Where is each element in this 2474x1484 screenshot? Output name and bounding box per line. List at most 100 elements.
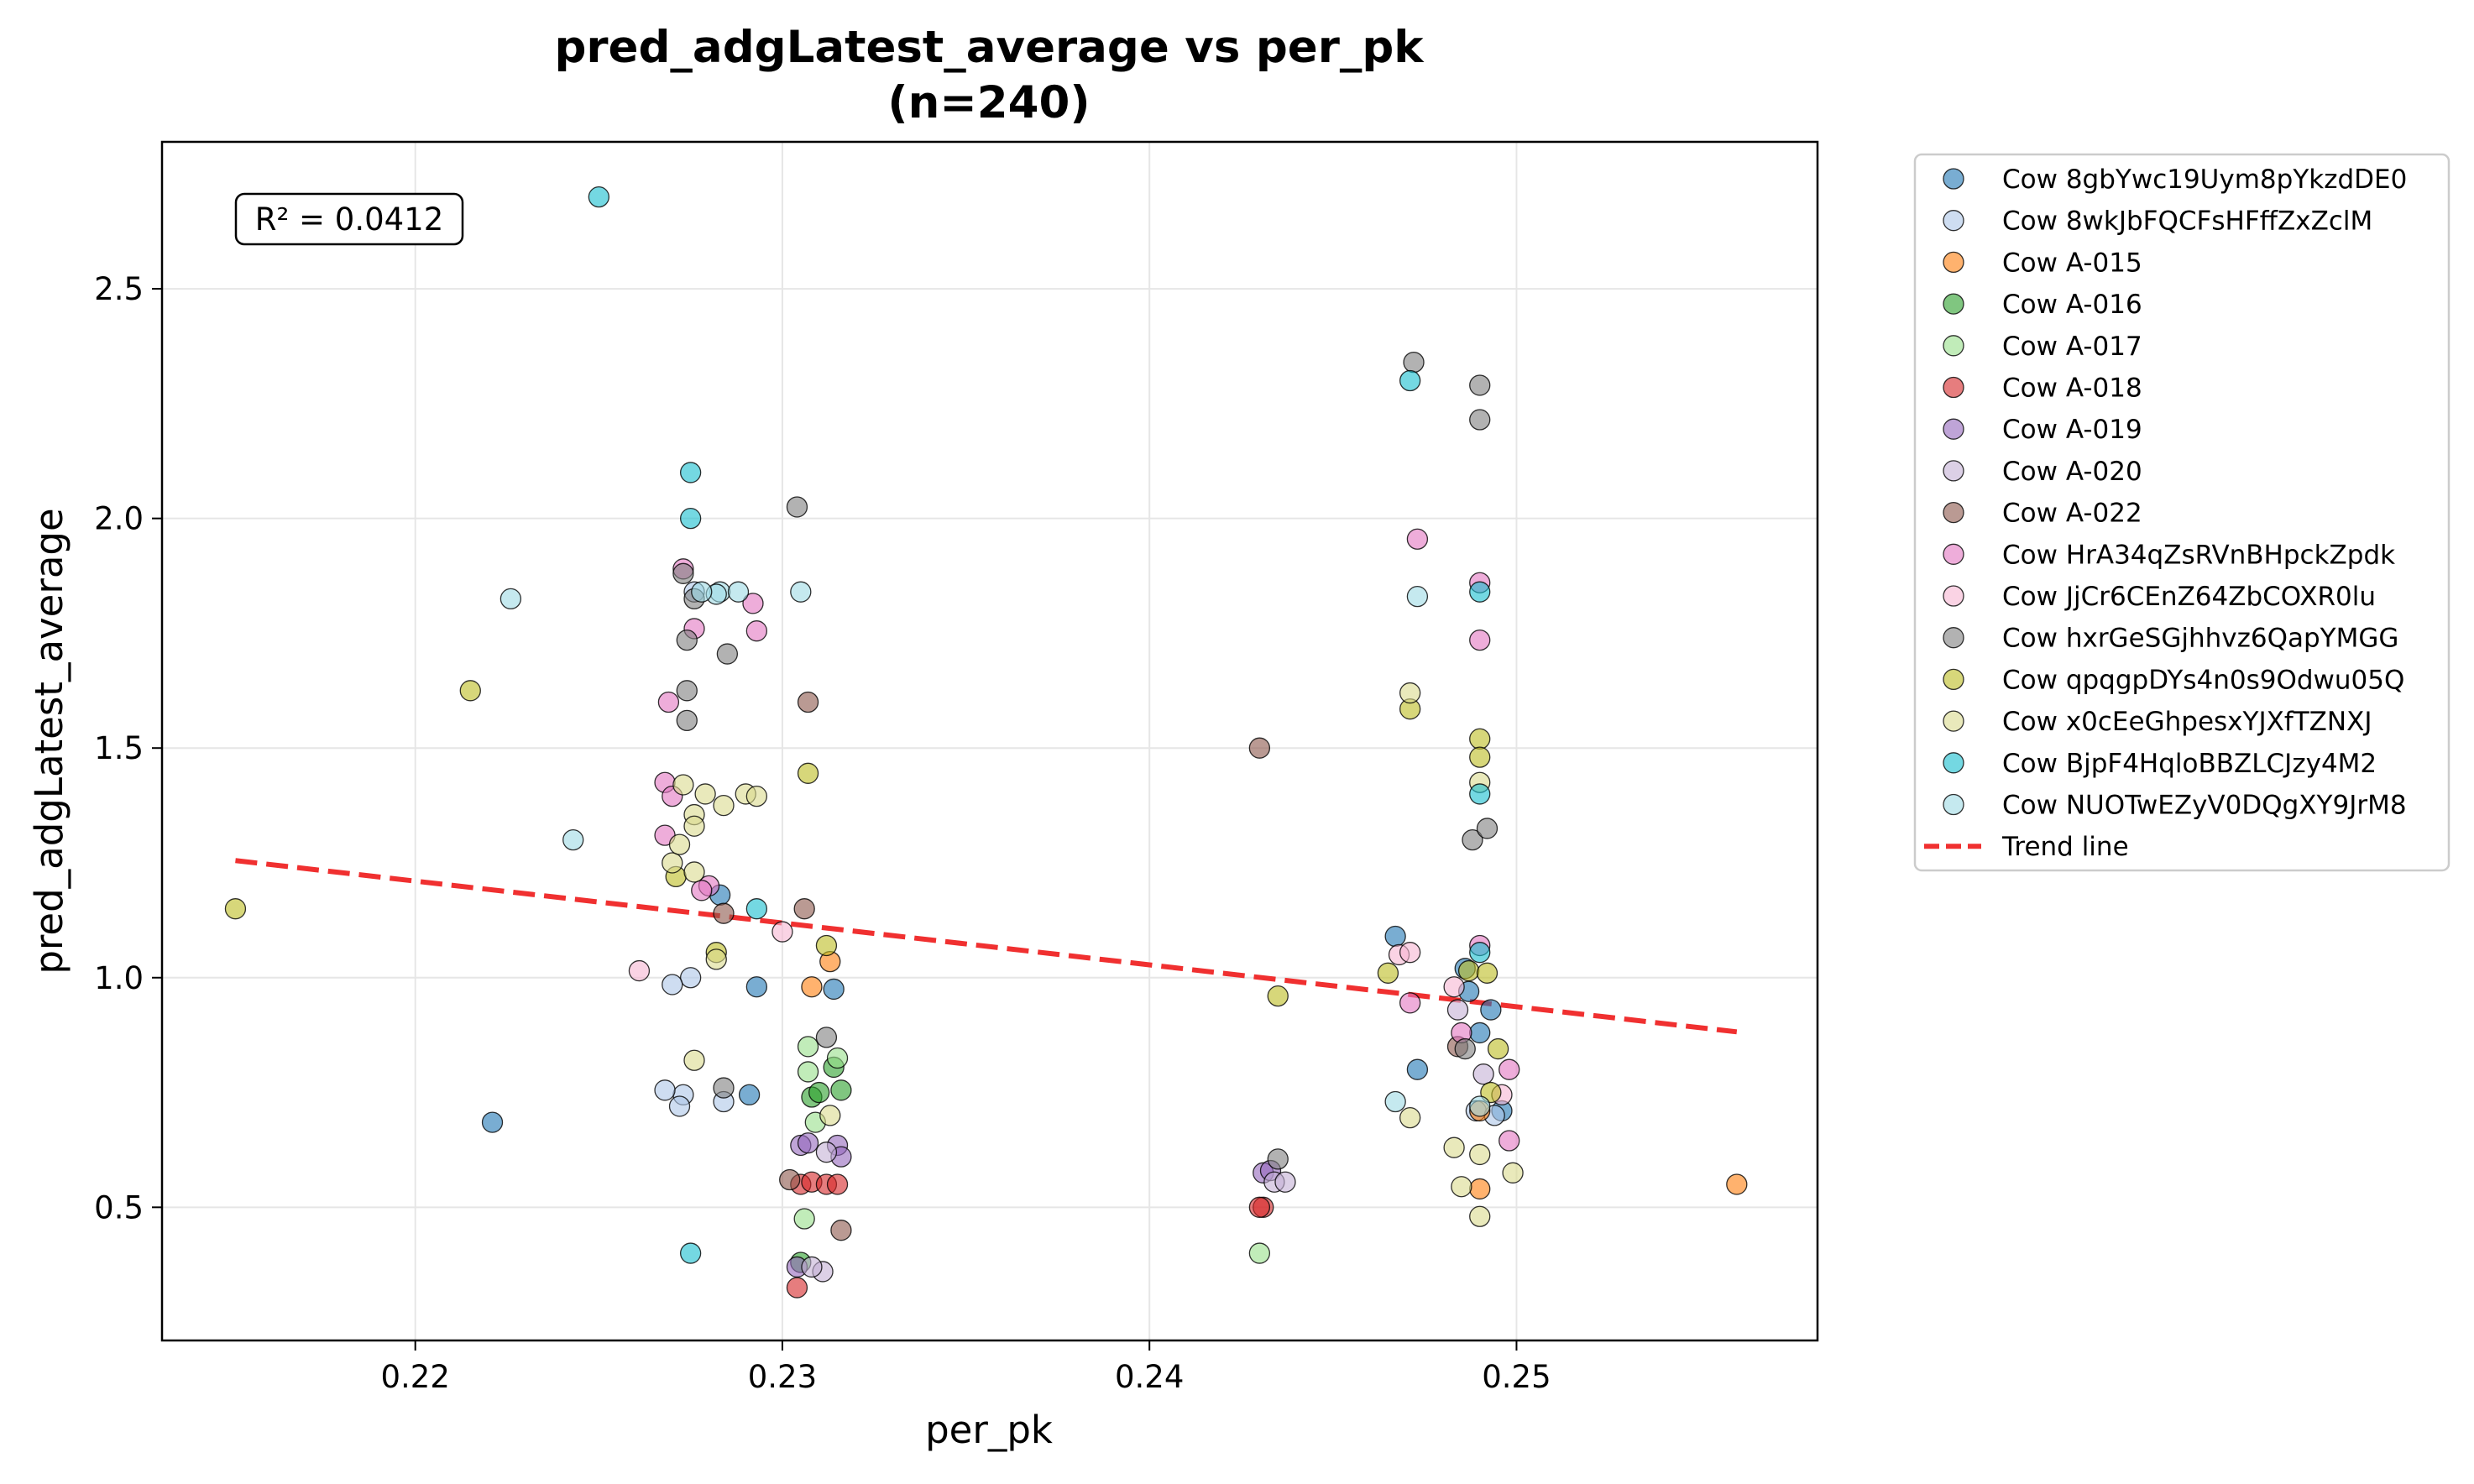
data-point: [1399, 369, 1421, 392]
data-point: [679, 507, 702, 530]
series-group: [588, 186, 1491, 1264]
data-point: [1472, 1063, 1494, 1085]
r-squared-box: [234, 192, 464, 246]
plot-frame: [160, 140, 1819, 1342]
data-point: [679, 462, 702, 483]
data-point: [1399, 1106, 1421, 1129]
data-point: [1499, 1058, 1520, 1080]
data-point: [1499, 1130, 1520, 1152]
data-point: [1377, 962, 1399, 984]
data-point: [1469, 374, 1491, 396]
legend-marker: [1943, 501, 1964, 524]
data-point: [793, 1208, 815, 1230]
series-group: [481, 884, 1513, 1133]
data-point: [1403, 351, 1425, 374]
legend-label: Cow A-020: [2002, 457, 2142, 487]
data-point: [691, 581, 713, 603]
data-point: [562, 828, 584, 851]
legend-label: Cow JjCr6CEnZ64ZbCOXR0lu: [2002, 582, 2376, 612]
data-point: [797, 762, 819, 784]
data-point: [716, 643, 739, 665]
data-point: [1462, 828, 1483, 851]
data-point: [1469, 783, 1491, 805]
data-point: [1406, 1058, 1429, 1080]
data-point: [691, 880, 713, 901]
data-point: [1399, 942, 1421, 964]
data-point: [727, 581, 750, 603]
data-point: [797, 1132, 819, 1154]
data-point: [694, 783, 716, 805]
x-axis-label: per_pk: [925, 1408, 1053, 1452]
y-tick-label: 2.5: [94, 271, 144, 307]
data-point: [745, 786, 767, 807]
legend-label: Cow HrA34qZsRVnBHpckZpdk: [2002, 540, 2395, 570]
series-group: [672, 351, 1499, 1170]
data-point: [1469, 581, 1491, 603]
data-point: [797, 691, 819, 713]
legend-marker: [1943, 460, 1964, 482]
data-point: [1406, 586, 1429, 608]
x-ticks: 0.22 0.23 0.24 0.25: [381, 1340, 1551, 1395]
legend-marker: [1943, 710, 1964, 732]
series-group: [500, 581, 1491, 1117]
data-point: [801, 976, 823, 998]
legend-label: Cow BjpF4HqloBBZLCJzy4M2: [2002, 749, 2377, 779]
legend-label: Cow A-015: [2002, 248, 2142, 278]
data-point: [459, 680, 481, 702]
legend-marker: [1943, 585, 1964, 607]
data-point: [786, 496, 808, 518]
data-point: [738, 1084, 761, 1105]
data-point: [745, 620, 767, 642]
axes: [160, 140, 1819, 1342]
data-point: [654, 1079, 676, 1101]
legend-label: Cow A-019: [2002, 415, 2142, 445]
data-point: [657, 691, 680, 713]
chart-title: pred_adgLatest_average vs per_pk: [554, 22, 1425, 73]
data-point: [1399, 682, 1421, 704]
legend-label: Cow hxrGeSGjhhvz6QapYMGG: [2002, 624, 2398, 654]
x-tick-label: 0.23: [748, 1359, 817, 1395]
legend-label: Cow qpqgpDYs4n0s9Odwu05Q: [2002, 665, 2404, 695]
legend-label: Cow 8gbYwc19Uym8pYkzdDE0: [2002, 165, 2407, 195]
data-point: [826, 1173, 849, 1195]
legend-label: Cow x0cEeGhpesxYJXfTZNXJ: [2002, 707, 2372, 737]
data-point: [1469, 728, 1491, 750]
data-point: [1274, 1171, 1296, 1193]
legend-label: Cow A-018: [2002, 374, 2142, 404]
data-point: [1469, 1205, 1491, 1227]
data-point: [801, 1256, 823, 1278]
data-point: [705, 948, 727, 970]
data-point: [1469, 1022, 1491, 1044]
data-point: [793, 898, 815, 920]
legend-label: Cow A-017: [2002, 332, 2142, 362]
data-point: [668, 1095, 691, 1117]
y-tick-label: 1.5: [94, 730, 144, 766]
data-point: [713, 902, 735, 924]
series-group: [801, 999, 1494, 1283]
data-point: [823, 978, 845, 1001]
data-point: [676, 680, 698, 702]
data-point: [1502, 1162, 1524, 1184]
data-point: [786, 1277, 808, 1298]
data-point: [779, 1168, 801, 1191]
data-point: [1469, 409, 1491, 431]
data-point: [1406, 528, 1429, 550]
data-point: [224, 898, 247, 920]
y-tick-label: 0.5: [94, 1189, 144, 1225]
data-point: [815, 934, 838, 957]
data-point: [1399, 992, 1421, 1014]
data-point: [679, 967, 702, 989]
data-point: [1384, 1090, 1406, 1113]
data-point: [1457, 959, 1480, 982]
legend-marker: [1943, 335, 1964, 357]
legend-label-trend: Trend line: [2001, 832, 2129, 862]
grid-lines: [162, 142, 1818, 1340]
legend-label: Cow A-016: [2002, 290, 2142, 320]
x-tick-label: 0.22: [381, 1359, 450, 1395]
legend-marker: [1943, 210, 1964, 232]
data-point: [1443, 976, 1465, 998]
data-point: [742, 593, 764, 614]
data-point: [1384, 925, 1406, 948]
data-point: [1476, 962, 1499, 984]
